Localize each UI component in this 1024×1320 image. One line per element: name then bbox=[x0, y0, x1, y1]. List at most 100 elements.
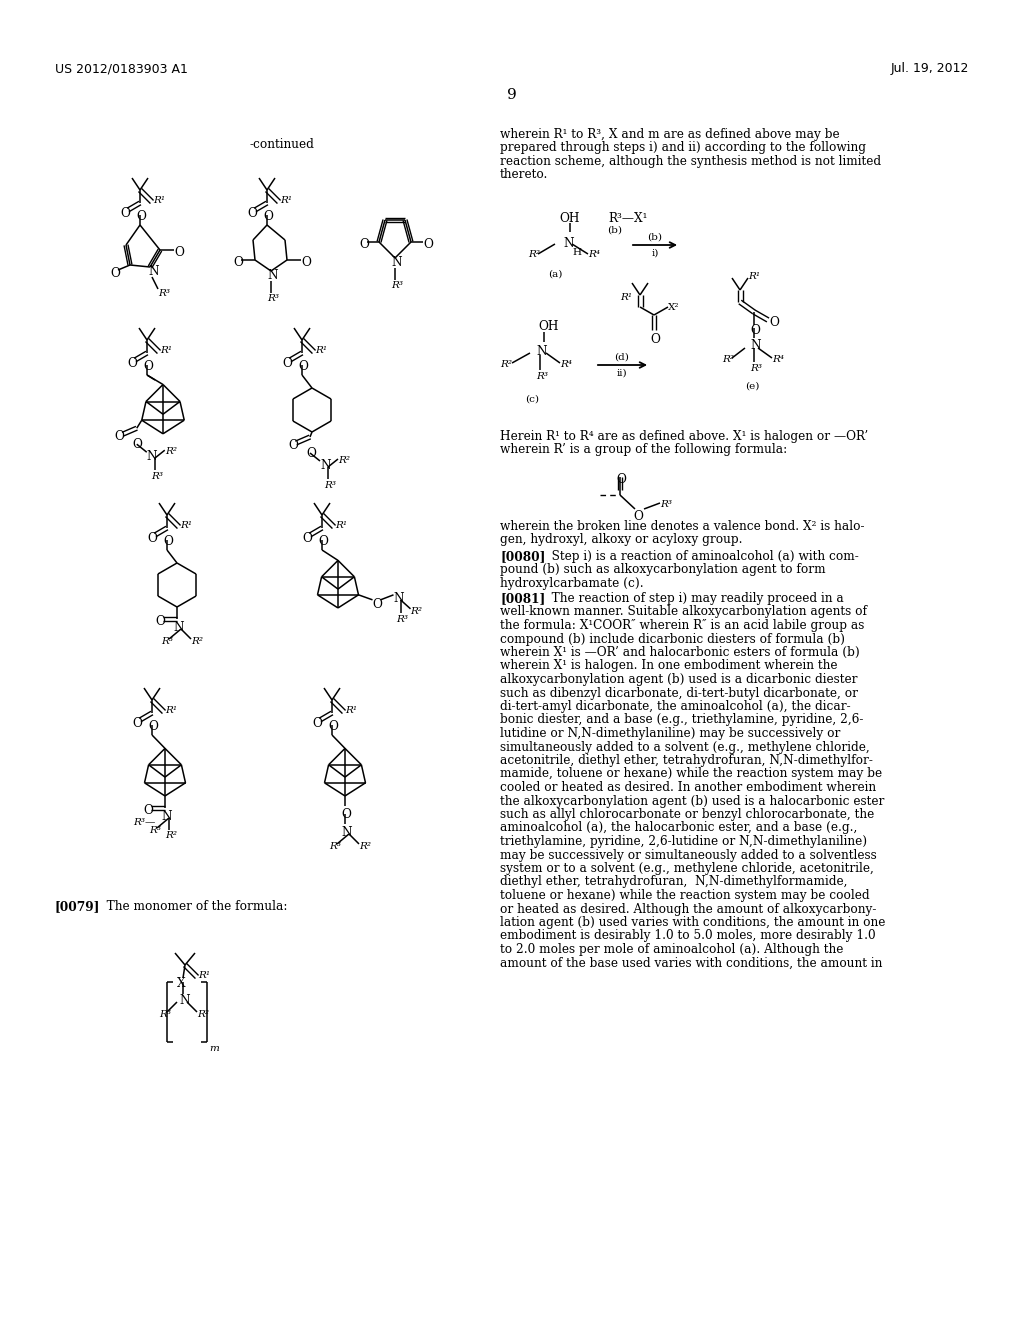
Text: O: O bbox=[155, 615, 165, 628]
Text: O: O bbox=[650, 333, 659, 346]
Text: compound (b) include dicarbonic diesters of formula (b): compound (b) include dicarbonic diesters… bbox=[500, 632, 845, 645]
Text: [0079]: [0079] bbox=[55, 900, 100, 913]
Text: O: O bbox=[288, 440, 298, 451]
Text: O: O bbox=[301, 256, 311, 269]
Text: (d): (d) bbox=[614, 352, 630, 362]
Text: R⁴: R⁴ bbox=[560, 360, 572, 370]
Text: R²: R² bbox=[359, 842, 371, 851]
Text: O: O bbox=[247, 207, 257, 220]
Text: (a): (a) bbox=[548, 271, 562, 279]
Text: N: N bbox=[341, 826, 351, 840]
Text: R¹: R¹ bbox=[165, 706, 177, 715]
Text: R²: R² bbox=[500, 360, 512, 370]
Text: X: X bbox=[177, 977, 185, 990]
Text: R²: R² bbox=[197, 1010, 209, 1019]
Text: prepared through steps i) and ii) according to the following: prepared through steps i) and ii) accord… bbox=[500, 141, 866, 154]
Text: N: N bbox=[173, 620, 183, 634]
Text: (e): (e) bbox=[745, 381, 760, 391]
Text: well-known manner. Suitable alkoxycarbonylation agents of: well-known manner. Suitable alkoxycarbon… bbox=[500, 606, 867, 619]
Text: triethylamine, pyridine, 2,6-lutidine or N,N-dimethylaniline): triethylamine, pyridine, 2,6-lutidine or… bbox=[500, 836, 867, 847]
Text: X²: X² bbox=[668, 304, 680, 312]
Text: Jul. 19, 2012: Jul. 19, 2012 bbox=[891, 62, 969, 75]
Text: R²: R² bbox=[338, 455, 350, 465]
Text: O: O bbox=[148, 719, 158, 733]
Text: O: O bbox=[143, 804, 153, 817]
Text: cooled or heated as desired. In another embodiment wherein: cooled or heated as desired. In another … bbox=[500, 781, 877, 795]
Text: m: m bbox=[209, 1044, 219, 1053]
Text: O: O bbox=[750, 323, 760, 337]
Text: pound (b) such as alkoxycarbonylation agent to form: pound (b) such as alkoxycarbonylation ag… bbox=[500, 564, 825, 576]
Text: (b): (b) bbox=[607, 226, 623, 235]
Text: mamide, toluene or hexane) while the reaction system may be: mamide, toluene or hexane) while the rea… bbox=[500, 767, 882, 780]
Text: (b): (b) bbox=[647, 234, 663, 242]
Text: to 2.0 moles per mole of aminoalcohol (a). Although the: to 2.0 moles per mole of aminoalcohol (a… bbox=[500, 942, 844, 956]
Text: O: O bbox=[147, 532, 157, 545]
Text: R³: R³ bbox=[150, 826, 161, 836]
Text: the alkoxycarbonylation agent (b) used is a halocarbonic ester: the alkoxycarbonylation agent (b) used i… bbox=[500, 795, 885, 808]
Text: thereto.: thereto. bbox=[500, 169, 549, 181]
Text: system or to a solvent (e.g., methylene chloride, acetonitrile,: system or to a solvent (e.g., methylene … bbox=[500, 862, 873, 875]
Text: simultaneously added to a solvent (e.g., methylene chloride,: simultaneously added to a solvent (e.g.,… bbox=[500, 741, 869, 754]
Text: R²: R² bbox=[191, 638, 203, 645]
Text: O: O bbox=[312, 717, 322, 730]
Text: R³: R³ bbox=[536, 372, 548, 381]
Text: N: N bbox=[750, 339, 761, 352]
Text: O: O bbox=[423, 238, 433, 251]
Text: The monomer of the formula:: The monomer of the formula: bbox=[95, 900, 288, 913]
Text: R³: R³ bbox=[660, 500, 672, 510]
Text: OH: OH bbox=[538, 319, 558, 333]
Text: R¹: R¹ bbox=[335, 521, 347, 531]
Text: hydroxylcarbamate (c).: hydroxylcarbamate (c). bbox=[500, 577, 644, 590]
Text: O: O bbox=[341, 808, 351, 821]
Text: O: O bbox=[298, 360, 308, 374]
Text: R²: R² bbox=[165, 832, 177, 840]
Text: i): i) bbox=[651, 249, 658, 257]
Text: O: O bbox=[110, 267, 120, 280]
Text: R¹: R¹ bbox=[315, 346, 327, 355]
Text: R¹: R¹ bbox=[345, 706, 357, 715]
Text: wherein R¹ to R³, X and m are as defined above may be: wherein R¹ to R³, X and m are as defined… bbox=[500, 128, 840, 141]
Text: R¹: R¹ bbox=[748, 272, 760, 281]
Text: Step i) is a reaction of aminoalcohol (a) with com-: Step i) is a reaction of aminoalcohol (a… bbox=[540, 550, 859, 564]
Text: R¹: R¹ bbox=[620, 293, 632, 302]
Text: Herein R¹ to R⁴ are as defined above. X¹ is halogen or —OR’: Herein R¹ to R⁴ are as defined above. X¹… bbox=[500, 430, 868, 444]
Text: the formula: X¹COOR″ wherein R″ is an acid labile group as: the formula: X¹COOR″ wherein R″ is an ac… bbox=[500, 619, 864, 632]
Text: H: H bbox=[572, 248, 581, 257]
Text: such as allyl chlorocarbonate or benzyl chlorocarbonate, the: such as allyl chlorocarbonate or benzyl … bbox=[500, 808, 874, 821]
Text: N: N bbox=[563, 238, 573, 249]
Text: gen, hydroxyl, alkoxy or acyloxy group.: gen, hydroxyl, alkoxy or acyloxy group. bbox=[500, 533, 742, 546]
Text: R³: R³ bbox=[267, 294, 279, 304]
Text: R¹: R¹ bbox=[280, 195, 292, 205]
Text: or heated as desired. Although the amount of alkoxycarbony-: or heated as desired. Although the amoun… bbox=[500, 903, 877, 916]
Text: ii): ii) bbox=[616, 370, 628, 378]
Text: O: O bbox=[174, 246, 184, 259]
Text: N: N bbox=[267, 269, 278, 282]
Text: R²: R² bbox=[411, 607, 423, 616]
Text: alkoxycarbonylation agent (b) used is a dicarbonic diester: alkoxycarbonylation agent (b) used is a … bbox=[500, 673, 857, 686]
Text: O: O bbox=[328, 719, 338, 733]
Text: such as dibenzyl dicarbonate, di-tert-butyl dicarbonate, or: such as dibenzyl dicarbonate, di-tert-bu… bbox=[500, 686, 858, 700]
Text: O: O bbox=[120, 207, 130, 220]
Text: [0080]: [0080] bbox=[500, 550, 546, 564]
Text: R¹: R¹ bbox=[153, 195, 165, 205]
Text: N: N bbox=[393, 591, 404, 605]
Text: R³: R³ bbox=[750, 364, 762, 374]
Text: O: O bbox=[143, 360, 153, 374]
Text: amount of the base used varies with conditions, the amount in: amount of the base used varies with cond… bbox=[500, 957, 883, 969]
Text: R³: R³ bbox=[158, 289, 170, 298]
Text: O: O bbox=[373, 598, 382, 611]
Text: N: N bbox=[161, 810, 172, 822]
Text: may be successively or simultaneously added to a solventless: may be successively or simultaneously ad… bbox=[500, 849, 877, 862]
Text: R³: R³ bbox=[159, 1010, 171, 1019]
Text: R³: R³ bbox=[151, 473, 163, 482]
Text: N: N bbox=[319, 459, 331, 473]
Text: R¹: R¹ bbox=[180, 521, 193, 531]
Text: O: O bbox=[302, 532, 312, 545]
Text: O: O bbox=[133, 438, 142, 451]
Text: O: O bbox=[136, 210, 145, 223]
Text: R²: R² bbox=[165, 447, 177, 457]
Text: N: N bbox=[146, 450, 158, 463]
Text: acetonitrile, diethyl ether, tetrahydrofuran, N,N-dimethylfor-: acetonitrile, diethyl ether, tetrahydrof… bbox=[500, 754, 872, 767]
Text: aminoalcohol (a), the halocarbonic ester, and a base (e.g.,: aminoalcohol (a), the halocarbonic ester… bbox=[500, 821, 857, 834]
Text: embodiment is desirably 1.0 to 5.0 moles, more desirably 1.0: embodiment is desirably 1.0 to 5.0 moles… bbox=[500, 929, 876, 942]
